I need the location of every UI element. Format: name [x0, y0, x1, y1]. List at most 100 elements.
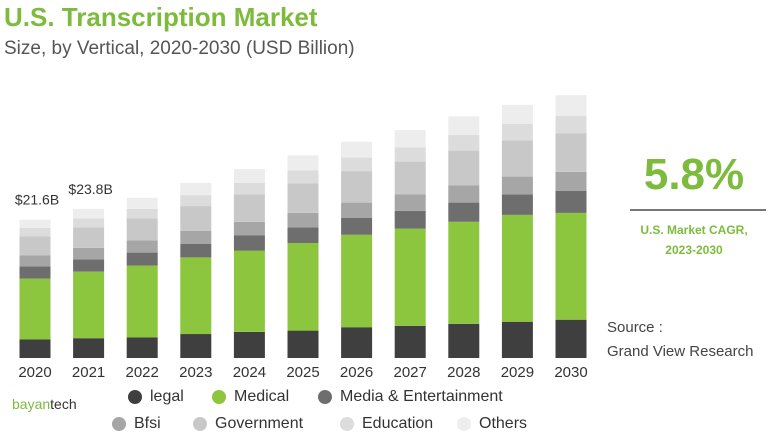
bar-segment-2025-education [287, 170, 319, 184]
chart-subtitle: Size, by Vertical, 2020-2030 (USD Billio… [4, 38, 355, 59]
x-tick-label-2021: 2021 [72, 364, 105, 381]
bar-segment-2029-media-entertainment [501, 194, 533, 215]
brand-logo-part2: tech [50, 396, 77, 412]
bar-segment-2030-legal [555, 319, 587, 358]
bar-segment-2024-legal [233, 332, 265, 358]
source-note: Source : Grand View Research [607, 316, 753, 364]
bar-segment-2026-government [341, 171, 373, 203]
bar-segment-2026-media-entertainment [341, 217, 373, 235]
bar-segment-2021-government [73, 227, 105, 248]
bar-segment-2028-media-entertainment [448, 202, 480, 222]
bar-segment-2024-government [233, 194, 265, 222]
bar-segment-2029-bfsi [501, 176, 533, 195]
bar-segment-2020-government [19, 236, 51, 256]
x-tick-label-2028: 2028 [447, 364, 480, 381]
bar-segment-2023-media-entertainment [180, 243, 212, 258]
bar-segment-2028-legal [448, 323, 480, 358]
bar-segment-2022-media-entertainment [126, 252, 158, 266]
bar-segment-2026-medical [341, 234, 373, 328]
cagr-value: 5.8% [643, 150, 745, 199]
bar-segment-2020-bfsi [19, 255, 51, 267]
bar-segment-2025-medical [287, 243, 319, 331]
bar-segment-2030-government [555, 133, 587, 172]
bar-segment-2020-media-entertainment [19, 266, 51, 279]
bar-segment-2023-bfsi [180, 230, 212, 244]
bar-segment-2027-medical [394, 228, 426, 326]
bar-segment-2020-medical [19, 278, 51, 340]
bar-segment-2022-others [126, 197, 158, 209]
bar-segment-2023-legal [180, 334, 212, 358]
bar-segment-2024-bfsi [233, 221, 265, 236]
bar-segment-2021-education [73, 218, 105, 228]
x-tick-label-2024: 2024 [233, 364, 266, 381]
bar-segment-2028-others [448, 116, 480, 135]
bar-segment-2022-legal [126, 337, 158, 358]
bar-segment-2022-bfsi [126, 240, 158, 253]
data-label-2020: $21.6B [15, 192, 59, 208]
bar-segment-2029-legal [501, 321, 533, 358]
bar-segment-2027-government [394, 161, 426, 195]
bar-segment-2030-bfsi [555, 171, 587, 191]
data-label-2021: $23.8B [68, 181, 112, 197]
bar-segment-2029-medical [501, 215, 533, 322]
bar-segment-2030-education [555, 115, 587, 134]
bar-segment-2026-bfsi [341, 202, 373, 218]
bar-segment-2020-education [19, 228, 51, 237]
x-tick-label-2026: 2026 [340, 364, 373, 381]
source-name: Grand View Research [607, 343, 754, 360]
bar-segment-2024-education [233, 182, 265, 195]
bar-segment-2027-media-entertainment [394, 210, 426, 229]
bar-segment-2027-others [394, 130, 426, 148]
x-tick-label-2023: 2023 [179, 364, 212, 381]
brand-logo: bayantech [12, 396, 77, 412]
chart-title: U.S. Transcription Market [4, 2, 318, 32]
bar-segment-2022-government [126, 218, 158, 241]
bar-segment-2023-medical [180, 257, 212, 335]
bar-segment-2025-legal [287, 330, 319, 358]
cagr-label: U.S. Market CAGR, 2023-2030 [624, 220, 764, 260]
bar-segment-2030-media-entertainment [555, 191, 587, 213]
bar-segment-2025-bfsi [287, 212, 319, 228]
bar-segment-2024-medical [233, 250, 265, 332]
bar-segment-2023-education [180, 195, 212, 207]
bar-segment-2021-legal [73, 338, 105, 358]
bar-segment-2028-bfsi [448, 185, 480, 203]
bar-segment-2021-others [73, 208, 105, 219]
bar-segment-2021-bfsi [73, 247, 105, 260]
bar-segment-2024-media-entertainment [233, 235, 265, 251]
bar-segment-2024-others [233, 169, 265, 183]
brand-logo-part1: bayan [12, 396, 51, 412]
bar-segment-2028-education [448, 134, 480, 151]
x-tick-label-2030: 2030 [554, 364, 587, 381]
x-tick-label-2029: 2029 [501, 364, 534, 381]
bar-segment-2028-medical [448, 221, 480, 324]
bar-segment-2025-others [287, 155, 319, 171]
bar-segment-2030-medical [555, 212, 587, 320]
bar-segment-2022-education [126, 208, 158, 219]
bar-segment-2029-education [501, 123, 533, 141]
bar-segment-2025-media-entertainment [287, 227, 319, 243]
bar-segment-2030-others [555, 95, 587, 116]
bar-segment-2028-government [448, 150, 480, 186]
cagr-divider [630, 209, 766, 211]
bar-segment-2020-others [19, 219, 51, 228]
bar-segment-2023-government [180, 206, 212, 231]
bar-segment-2020-legal [19, 339, 51, 358]
bar-segment-2025-government [287, 183, 319, 213]
bar-segment-2026-legal [341, 327, 373, 358]
x-tick-label-2027: 2027 [394, 364, 427, 381]
x-tick-label-2025: 2025 [286, 364, 319, 381]
bar-segment-2022-medical [126, 265, 158, 338]
source-label: Source : [607, 319, 663, 336]
x-tick-label-2020: 2020 [18, 364, 51, 381]
bar-segment-2026-education [341, 157, 373, 172]
bar-segment-2026-others [341, 141, 373, 158]
bar-segment-2023-others [180, 182, 212, 196]
x-tick-label-2022: 2022 [126, 364, 159, 381]
bar-segment-2027-bfsi [394, 194, 426, 211]
bar-segment-2027-education [394, 147, 426, 162]
cagr-label-line2: 2023-2030 [665, 243, 723, 257]
bar-segment-2029-government [501, 140, 533, 177]
bar-segment-2027-legal [394, 325, 426, 358]
